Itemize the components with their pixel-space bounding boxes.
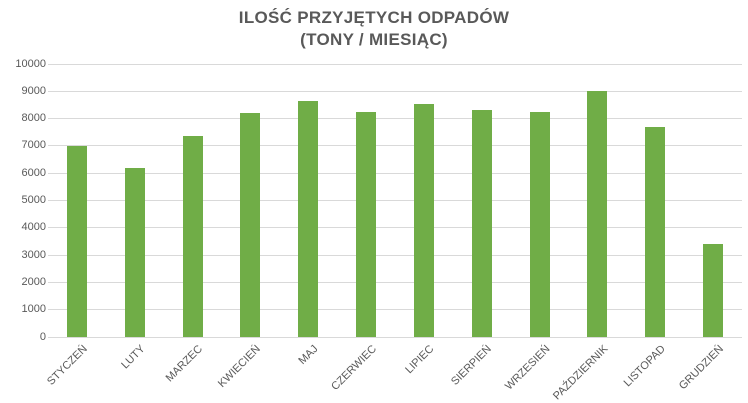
y-tick-label-4000: 4000 xyxy=(21,221,46,234)
y-tick-label-3000: 3000 xyxy=(21,248,46,261)
x-tick-label-grudzień: GRUDZIEŃ xyxy=(676,343,726,393)
bar-styczeń xyxy=(66,145,87,337)
gridline-y-5000 xyxy=(48,200,742,201)
chart-title-line1: ILOŚĆ PRZYJĘTYCH ODPADÓW xyxy=(238,8,510,27)
x-tick-label-luty: LUTY xyxy=(118,343,148,372)
y-tick-label-7000: 7000 xyxy=(21,139,46,152)
x-tick-label-styczeń: STYCZEŃ xyxy=(44,343,90,388)
bar-sierpień xyxy=(471,110,492,337)
y-tick-label-6000: 6000 xyxy=(21,166,46,179)
x-tick-label-wrzesień: WRZESIEŃ xyxy=(502,343,553,393)
y-tick-label-1000: 1000 xyxy=(21,303,46,316)
bar-wrzesień xyxy=(529,111,550,337)
gridline-y-6000 xyxy=(48,172,742,174)
plot-area xyxy=(48,63,742,338)
gridline-y-10000 xyxy=(48,63,742,65)
bar-grudzień xyxy=(703,244,724,337)
y-tick-label-2000: 2000 xyxy=(21,275,46,288)
y-tick-label-9000: 9000 xyxy=(21,84,46,97)
y-tick-label-10000: 10000 xyxy=(15,57,46,70)
bar-marzec xyxy=(182,136,203,337)
x-tick-label-listopad: LISTOPAD xyxy=(621,343,668,390)
x-tick-label-marzec: MARZEC xyxy=(163,343,206,385)
chart-title-line2: (TONY / MIESIĄC) xyxy=(300,30,448,49)
y-tick-label-0: 0 xyxy=(39,330,46,343)
gridline-y-8000 xyxy=(48,118,742,120)
x-tick-label-sierpień: SIERPIEŃ xyxy=(449,343,495,388)
x-tick-label-maj: MAJ xyxy=(296,343,321,368)
bar-maj xyxy=(298,100,319,337)
gridline-y-7000 xyxy=(48,145,742,147)
bar-październik xyxy=(587,91,608,337)
y-tick-label-8000: 8000 xyxy=(21,112,46,125)
gridline-y-0 xyxy=(48,336,742,338)
gridline-y-1000 xyxy=(48,309,742,311)
gridline-y-9000 xyxy=(48,90,742,92)
x-tick-label-lipiec: LIPIEC xyxy=(403,343,437,377)
gridline-y-2000 xyxy=(48,281,742,283)
y-tick-label-5000: 5000 xyxy=(21,194,46,206)
bar-czerwiec xyxy=(356,111,377,337)
bar-lipiec xyxy=(413,103,434,337)
bar-listopad xyxy=(645,126,666,337)
x-tick-label-czerwiec: CZERWIEC xyxy=(328,343,379,393)
bar-luty xyxy=(124,167,145,337)
x-tick-label-październik: PAŹDZIERNIK xyxy=(550,343,610,403)
bar-kwiecień xyxy=(240,113,261,337)
gridline-y-4000 xyxy=(48,227,742,229)
gridline-y-3000 xyxy=(48,254,742,256)
x-tick-label-kwiecień: KWIECIEŃ xyxy=(215,343,263,390)
